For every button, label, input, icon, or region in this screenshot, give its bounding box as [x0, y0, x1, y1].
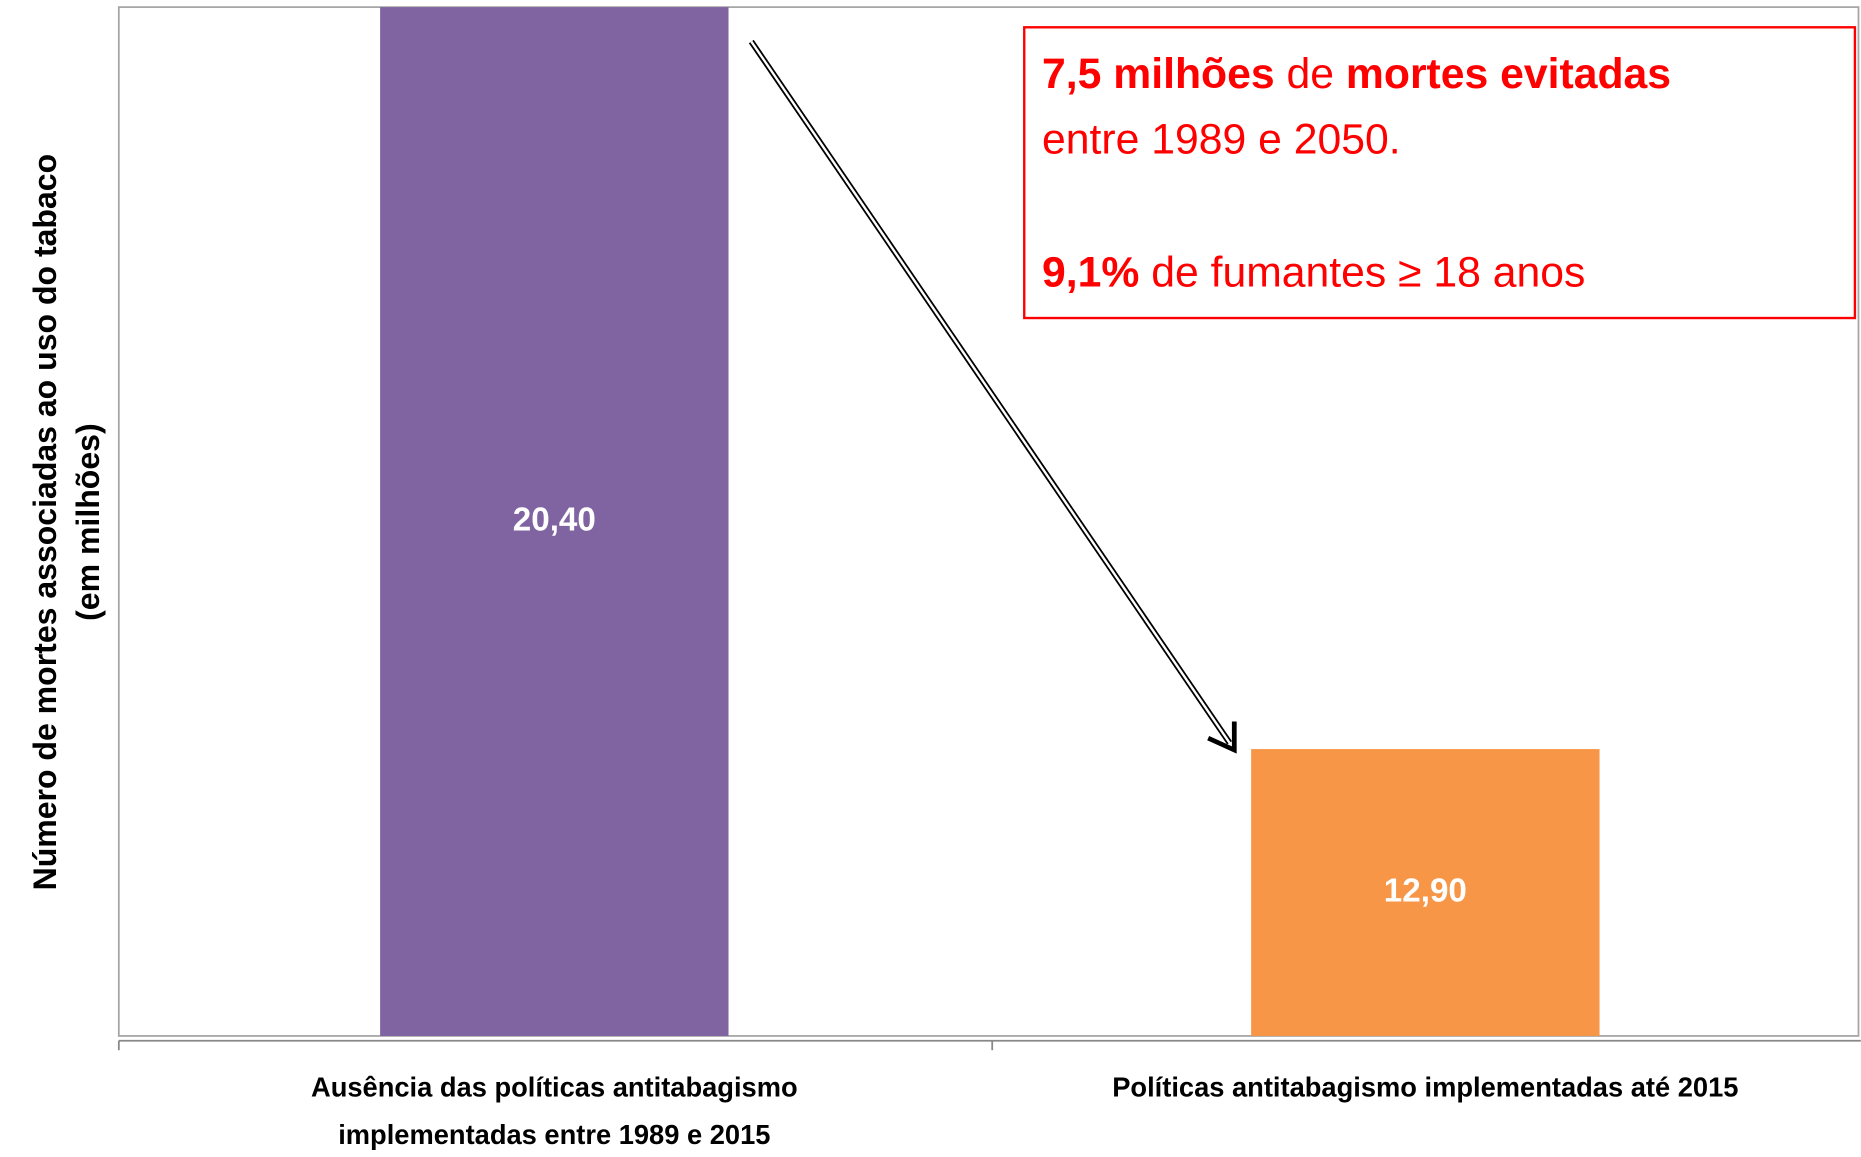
annotation-box — [1023, 26, 1857, 320]
bar — [380, 7, 729, 1036]
annotation-run: entre 1989 e 2050. — [1042, 116, 1401, 164]
annotation-run: 9,1% — [1042, 249, 1139, 297]
annotation-run: 7,5 milhões — [1042, 50, 1275, 98]
annotation-line: 9,1% de fumantes ≥ 18 anos — [1042, 249, 1585, 297]
x-tick-label: implementadas entre 1989 e 2015 — [338, 1119, 770, 1150]
annotation-run: de fumantes ≥ 18 anos — [1139, 249, 1585, 297]
y-axis-label: (em milhões) — [70, 423, 106, 620]
value-label: 12,90 — [1384, 872, 1467, 909]
plot-frame — [117, 6, 1860, 1037]
value-label: 20,40 — [513, 501, 596, 538]
arrow — [748, 39, 1237, 754]
x-tick-label: Políticas antitabagismo implementadas at… — [1112, 1072, 1738, 1103]
annotation-line: 7,5 milhões de mortes evitadas — [1042, 50, 1671, 98]
y-axis-label: Número de mortes associadas ao uso do ta… — [27, 154, 63, 891]
bar — [1251, 749, 1600, 1036]
x-tick-label: Ausência das políticas antitabagismo — [311, 1072, 798, 1103]
annotation-run: de — [1275, 50, 1346, 98]
annotation-line: entre 1989 e 2050. — [1042, 116, 1401, 164]
annotation-run: mortes evitadas — [1346, 50, 1671, 98]
